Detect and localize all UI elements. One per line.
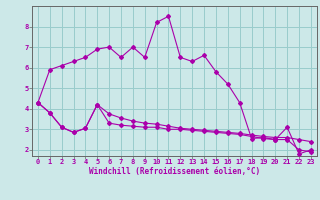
X-axis label: Windchill (Refroidissement éolien,°C): Windchill (Refroidissement éolien,°C) — [89, 167, 260, 176]
